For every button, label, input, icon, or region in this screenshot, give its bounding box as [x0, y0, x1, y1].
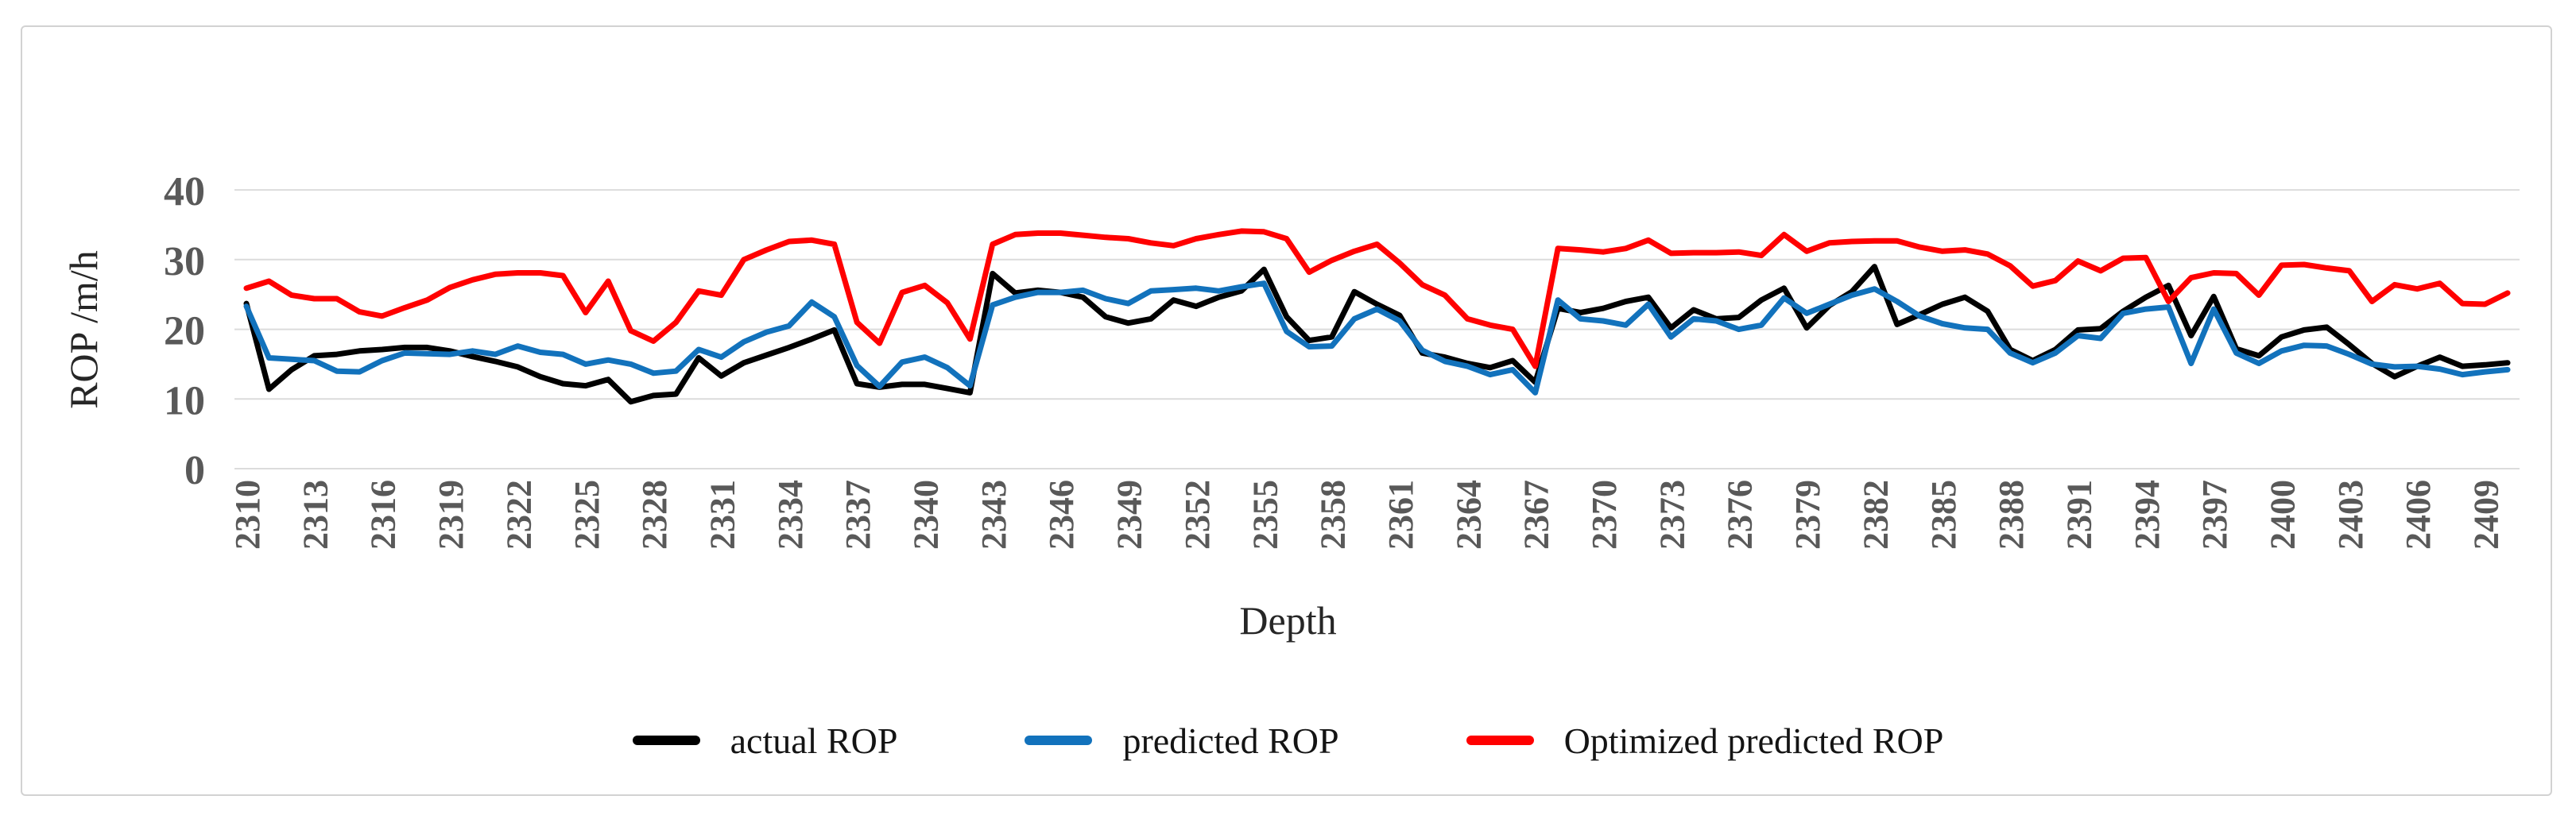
- x-tick-label: 2343: [974, 480, 1013, 550]
- y-tick-label: 0: [184, 448, 205, 493]
- x-tick-label: 2373: [1652, 480, 1691, 550]
- legend-label-actual-rop: actual ROP: [730, 720, 898, 761]
- legend-swatch-actual-rop: [632, 736, 700, 745]
- x-tick-label: 2376: [1721, 480, 1760, 550]
- x-tick-label: 2358: [1314, 480, 1353, 550]
- x-tick-label: 2370: [1585, 480, 1624, 550]
- x-tick-label: 2331: [703, 480, 742, 550]
- series-line-optimized-predicted-rop: [243, 228, 2511, 369]
- chart-legend: actual ROP predicted ROP Optimized predi…: [0, 715, 2576, 766]
- x-tick-label: 2322: [499, 480, 538, 550]
- y-tick-label: 10: [164, 378, 205, 423]
- x-tick-label: 2355: [1245, 480, 1284, 550]
- x-tick-label: 2328: [635, 480, 674, 550]
- y-tick-label: 40: [164, 169, 205, 214]
- x-tick-label: 2334: [771, 480, 810, 550]
- x-tick-label: 2337: [839, 480, 877, 550]
- legend-item-optimized-predicted-rop: Optimized predicted ROP: [1466, 720, 1944, 762]
- legend-swatch-optimized-predicted-rop: [1466, 736, 1534, 745]
- y-axis-title: ROP /m/h: [61, 250, 106, 409]
- x-tick-label: 2352: [1178, 480, 1217, 550]
- x-tick-label: 2385: [1924, 480, 1963, 550]
- x-tick-label: 2379: [1788, 480, 1827, 550]
- x-tick-label: 2340: [907, 480, 946, 550]
- legend-swatch-predicted-rop: [1025, 736, 1093, 745]
- series-line-predicted-rop: [243, 280, 2511, 396]
- x-tick-label: 2406: [2399, 480, 2438, 550]
- x-tick-label: 2361: [1381, 480, 1420, 550]
- legend-item-actual-rop: actual ROP: [632, 720, 898, 762]
- legend-label-predicted-rop: predicted ROP: [1122, 720, 1339, 761]
- x-tick-label: 2319: [432, 480, 471, 550]
- legend-item-predicted-rop: predicted ROP: [1025, 720, 1339, 762]
- figure-frame: [21, 25, 2552, 796]
- x-tick-label: 2400: [2264, 480, 2303, 550]
- x-tick-label: 2349: [1110, 480, 1149, 550]
- x-tick-label: 2316: [364, 480, 403, 550]
- x-tick-label: 2346: [1042, 480, 1081, 550]
- x-tick-label: 2388: [1992, 480, 2031, 550]
- x-tick-label: 2397: [2195, 480, 2234, 550]
- x-axis-title: Depth: [1239, 598, 1337, 643]
- y-tick-label: 20: [164, 309, 205, 354]
- x-tick-label: 2367: [1517, 480, 1556, 550]
- legend-label-optimized-predicted-rop: Optimized predicted ROP: [1563, 720, 1944, 761]
- x-tick-label: 2409: [2467, 480, 2506, 550]
- x-tick-label: 2394: [2128, 480, 2167, 550]
- x-tick-label: 2382: [1856, 480, 1895, 550]
- x-tick-label: 2325: [567, 480, 606, 550]
- y-tick-label: 30: [164, 239, 205, 284]
- x-tick-label: 2391: [2059, 480, 2098, 550]
- x-tick-label: 2310: [228, 480, 267, 550]
- x-tick-label: 2364: [1449, 480, 1488, 550]
- x-tick-label: 2403: [2331, 480, 2370, 550]
- series-line-actual-rop: [243, 264, 2511, 405]
- x-tick-label: 2313: [296, 480, 335, 550]
